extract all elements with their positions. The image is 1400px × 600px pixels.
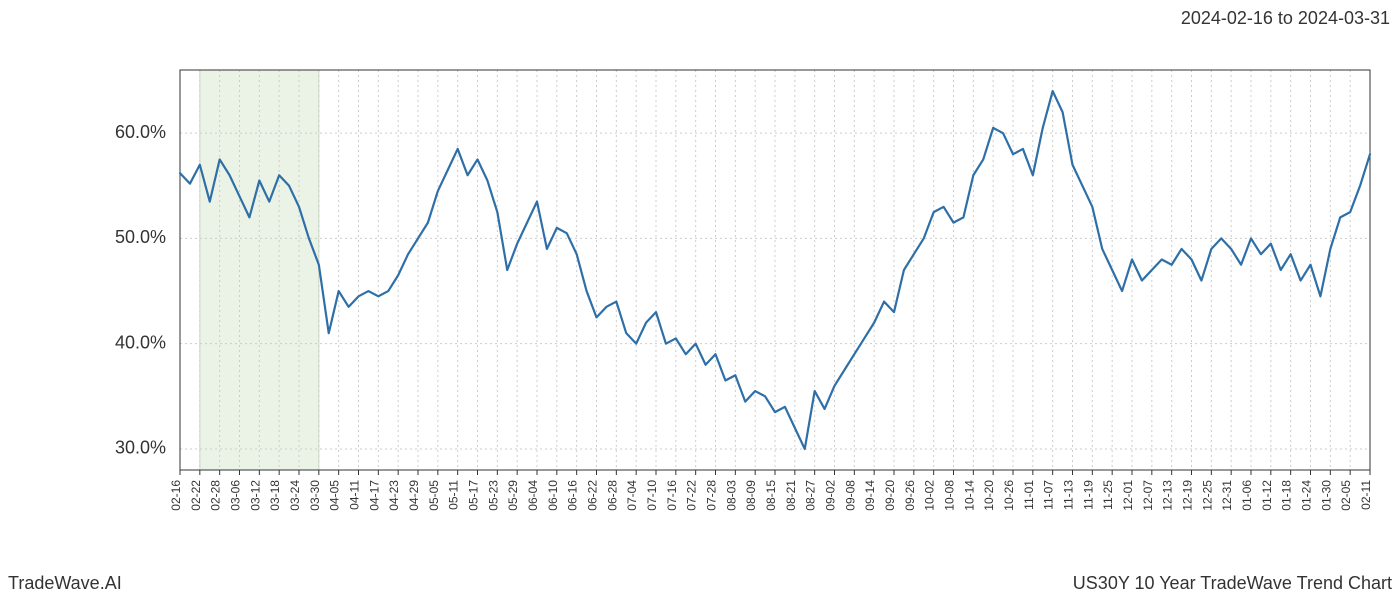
svg-text:02-22: 02-22	[189, 480, 203, 511]
svg-text:11-19: 11-19	[1081, 480, 1095, 510]
svg-text:11-13: 11-13	[1062, 480, 1076, 510]
chart-title: US30Y 10 Year TradeWave Trend Chart	[1073, 573, 1392, 594]
svg-text:03-24: 03-24	[288, 480, 302, 511]
svg-text:08-03: 08-03	[724, 480, 738, 511]
svg-text:07-16: 07-16	[665, 480, 679, 511]
svg-text:10-14: 10-14	[962, 480, 976, 511]
svg-text:04-29: 04-29	[407, 480, 421, 511]
svg-text:12-31: 12-31	[1220, 480, 1234, 511]
svg-text:05-05: 05-05	[427, 480, 441, 511]
svg-text:05-29: 05-29	[506, 480, 520, 511]
svg-text:10-26: 10-26	[1002, 480, 1016, 511]
svg-text:01-12: 01-12	[1260, 480, 1274, 511]
svg-text:01-30: 01-30	[1319, 480, 1333, 511]
svg-text:06-16: 06-16	[566, 480, 580, 511]
svg-text:12-19: 12-19	[1181, 480, 1195, 511]
svg-text:02-11: 02-11	[1359, 480, 1373, 510]
trend-chart: 30.0% 40.0% 50.0% 60.0% 02-16 02-22 02-28 03-06…	[0, 40, 1400, 560]
svg-text:07-28: 07-28	[705, 480, 719, 511]
svg-text:05-17: 05-17	[467, 480, 481, 511]
svg-text:01-24: 01-24	[1300, 480, 1314, 511]
date-range-label: 2024-02-16 to 2024-03-31	[1181, 8, 1390, 29]
svg-text:50.0%: 50.0%	[115, 227, 166, 247]
svg-text:09-20: 09-20	[883, 480, 897, 511]
svg-text:04-11: 04-11	[348, 480, 362, 510]
svg-text:12-01: 12-01	[1121, 480, 1135, 511]
svg-text:03-30: 03-30	[308, 480, 322, 511]
svg-text:03-06: 03-06	[229, 480, 243, 511]
svg-text:05-23: 05-23	[486, 480, 500, 511]
svg-text:08-15: 08-15	[764, 480, 778, 511]
svg-text:07-10: 07-10	[645, 480, 659, 511]
svg-text:40.0%: 40.0%	[115, 332, 166, 352]
svg-text:12-25: 12-25	[1200, 480, 1214, 511]
svg-text:10-20: 10-20	[982, 480, 996, 511]
svg-text:11-25: 11-25	[1101, 480, 1115, 510]
svg-text:01-06: 01-06	[1240, 480, 1254, 511]
svg-text:06-22: 06-22	[586, 480, 600, 511]
svg-text:06-28: 06-28	[605, 480, 619, 511]
svg-text:10-02: 10-02	[923, 480, 937, 511]
svg-text:07-22: 07-22	[685, 480, 699, 511]
svg-text:09-08: 09-08	[843, 480, 857, 511]
svg-text:12-13: 12-13	[1161, 480, 1175, 511]
svg-text:08-21: 08-21	[784, 480, 798, 511]
svg-text:07-04: 07-04	[625, 480, 639, 511]
svg-text:11-01: 11-01	[1022, 480, 1036, 510]
svg-text:12-07: 12-07	[1141, 480, 1155, 511]
svg-text:11-07: 11-07	[1042, 480, 1056, 510]
svg-text:04-23: 04-23	[387, 480, 401, 511]
svg-text:08-09: 08-09	[744, 480, 758, 511]
svg-text:08-27: 08-27	[804, 480, 818, 511]
svg-text:09-02: 09-02	[824, 480, 838, 511]
svg-text:09-26: 09-26	[903, 480, 917, 511]
svg-text:02-05: 02-05	[1339, 480, 1353, 511]
svg-text:06-04: 06-04	[526, 480, 540, 511]
svg-text:10-08: 10-08	[943, 480, 957, 511]
svg-text:03-18: 03-18	[268, 480, 282, 511]
svg-text:05-11: 05-11	[447, 480, 461, 510]
svg-text:02-28: 02-28	[209, 480, 223, 511]
svg-text:06-10: 06-10	[546, 480, 560, 511]
svg-text:30.0%: 30.0%	[115, 438, 166, 458]
brand-label: TradeWave.AI	[8, 573, 122, 594]
chart-svg: 30.0% 40.0% 50.0% 60.0% 02-16 02-22 02-28 03-06…	[0, 40, 1400, 560]
svg-text:04-05: 04-05	[328, 480, 342, 511]
svg-text:04-17: 04-17	[367, 480, 381, 511]
svg-text:02-16: 02-16	[169, 480, 183, 511]
svg-text:03-12: 03-12	[248, 480, 262, 511]
svg-text:01-18: 01-18	[1280, 480, 1294, 511]
svg-text:09-14: 09-14	[863, 480, 877, 511]
svg-text:60.0%: 60.0%	[115, 122, 166, 142]
